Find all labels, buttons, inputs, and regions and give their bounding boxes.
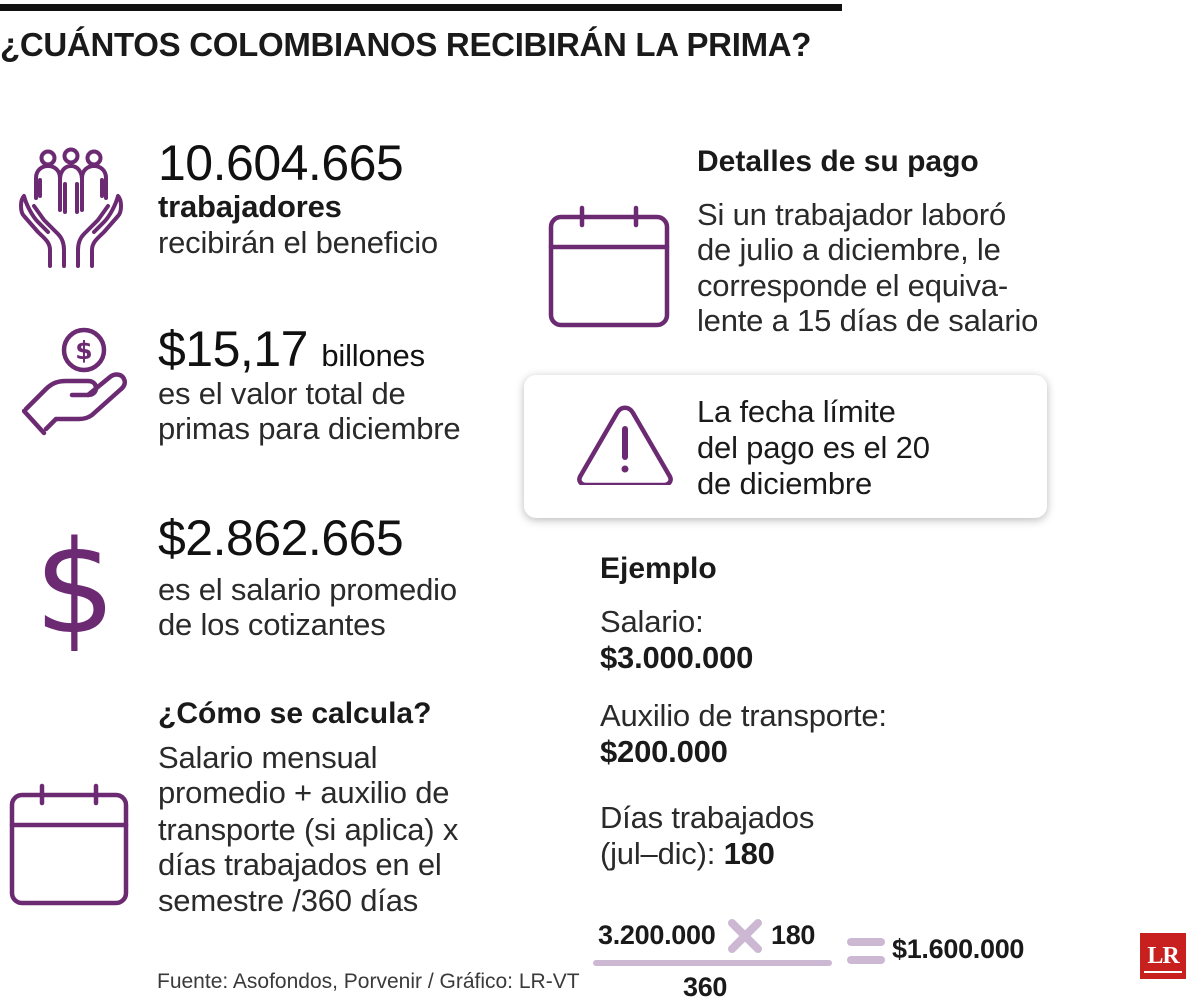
formula-result: $1.600.000 <box>892 934 1025 964</box>
calc-line-4: días trabajados en el <box>158 847 442 882</box>
lr-logo: LR <box>1140 933 1186 979</box>
warning-triangle-icon <box>577 405 673 485</box>
details-title: Detalles de su pago <box>697 145 979 178</box>
salary-description-line2: de los cotizantes <box>158 607 386 642</box>
example-days-line: (jul–dic): 180 <box>600 836 775 871</box>
example-days-value: 180 <box>723 836 775 871</box>
salary-description-line1: es el salario promedio <box>158 572 457 607</box>
total-amount: $15,17 <box>158 321 308 377</box>
example-salary-label: Salario: <box>600 604 704 639</box>
svg-text:$: $ <box>42 520 108 652</box>
example-title: Ejemplo <box>600 552 717 585</box>
deadline-line-3: de diciembre <box>697 466 873 501</box>
multiply-icon <box>726 917 764 955</box>
workers-label: trabajadores <box>158 189 342 224</box>
page-title: ¿CUÁNTOS COLOMBIANOS RECIBIRÁN LA PRIMA? <box>0 26 812 63</box>
deadline-line-2: del pago es el 20 <box>697 430 930 465</box>
details-line-2: de julio a diciembre, le <box>697 232 1001 267</box>
deadline-card <box>524 375 1047 518</box>
calc-title: ¿Cómo se calcula? <box>158 697 432 730</box>
total-value: $15,17 billones <box>158 324 425 374</box>
example-transport-value: $200.000 <box>600 734 728 769</box>
example-days-label-2: (jul–dic): <box>600 836 716 871</box>
example-days-label: Días trabajados <box>600 800 815 835</box>
calendar-icon <box>548 205 670 329</box>
calc-line-2: promedio + auxilio de <box>158 775 450 810</box>
details-line-3: corresponde el equiva- <box>697 268 1008 303</box>
svg-text:$: $ <box>75 336 92 365</box>
fraction-bar <box>593 960 832 966</box>
coin-hand-icon: $ <box>22 325 134 437</box>
details-line-1: Si un trabajador laboró <box>697 197 1007 232</box>
example-salary-value: $3.000.000 <box>600 640 754 675</box>
salary-average: $2.862.665 <box>158 510 404 566</box>
formula-multiplier: 180 <box>771 920 816 950</box>
source-note: Fuente: Asofondos, Porvenir / Gráfico: L… <box>157 970 580 993</box>
dollar-sign-icon: $ <box>42 520 108 652</box>
equals-icon <box>847 937 885 965</box>
top-rule <box>0 4 842 11</box>
workers-count: 10.604.665 <box>158 135 404 191</box>
total-description-line1: es el valor total de <box>158 376 406 411</box>
calc-line-1: Salario mensual <box>158 740 378 775</box>
calendar-icon <box>9 783 129 907</box>
family-hands-icon <box>10 146 132 272</box>
total-description-line2: primas para diciembre <box>158 411 461 446</box>
formula-numerator: 3.200.000 <box>598 920 716 950</box>
workers-description: recibirán el beneficio <box>158 225 438 260</box>
details-line-4: lente a 15 días de salario <box>697 303 1039 338</box>
deadline-line-1: La fecha límite <box>697 394 896 429</box>
total-unit: billones <box>321 338 425 373</box>
calc-line-5: semestre /360 días <box>158 883 419 918</box>
calc-line-3: transporte (si aplica) x <box>158 812 459 847</box>
example-transport-label: Auxilio de transporte: <box>600 698 887 733</box>
formula-denominator: 360 <box>683 972 728 1002</box>
